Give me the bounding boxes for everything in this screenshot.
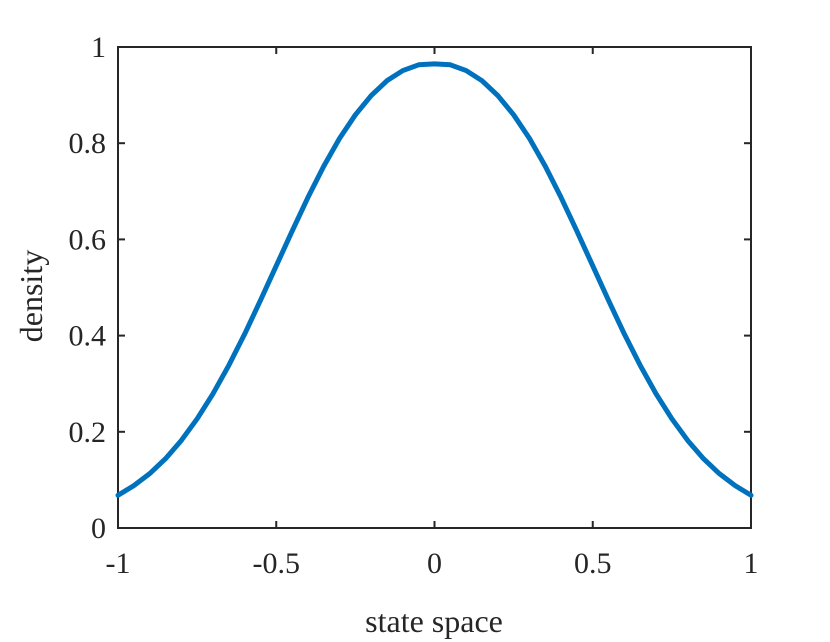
y-tick-label: 0.2 [69, 416, 107, 449]
x-tick-label: -0.5 [253, 547, 301, 580]
x-tick-label: -1 [106, 547, 131, 580]
y-tick-label: 1 [91, 31, 106, 64]
y-tick-label: 0 [91, 512, 106, 545]
x-tick-label: 0.5 [574, 547, 612, 580]
x-tick-label: 0 [427, 547, 442, 580]
density-curve [115, 61, 754, 498]
y-tick-label: 0.8 [69, 127, 107, 160]
axes-box [117, 46, 752, 529]
y-tick-label: 0.6 [69, 223, 107, 256]
y-tick-label: 0.4 [69, 320, 107, 353]
y-axis-label: density [13, 250, 49, 342]
x-axis-label: state space [365, 603, 503, 639]
x-tick-label: 1 [744, 547, 759, 580]
